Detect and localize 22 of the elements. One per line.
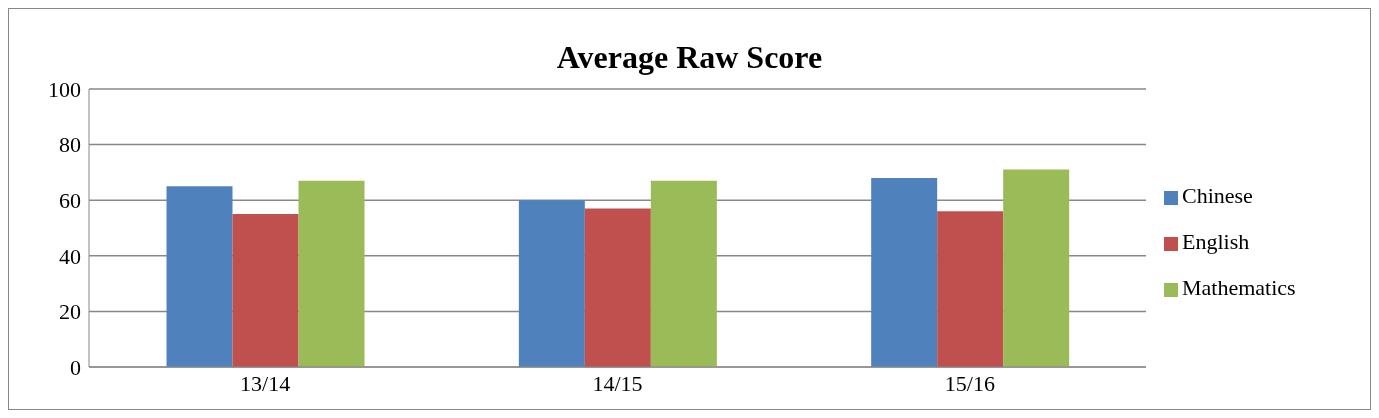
y-tick-label: 20 (59, 299, 81, 325)
legend-label: Mathematics (1182, 275, 1296, 300)
bar (518, 200, 585, 367)
bar (1003, 169, 1070, 367)
bar (166, 186, 233, 367)
y-tick-label: 80 (59, 132, 81, 158)
y-tick-label: 60 (59, 188, 81, 214)
bar (871, 177, 938, 367)
y-tick-label: 100 (48, 76, 81, 102)
legend-label: English (1182, 229, 1250, 254)
bar (298, 180, 365, 367)
x-tick-label: 15/16 (944, 370, 995, 396)
x-tick-label: 13/14 (240, 370, 291, 396)
bar (937, 211, 1004, 367)
chart-title: Average Raw Score (555, 38, 824, 77)
legend-label: Chinese (1182, 183, 1253, 208)
bar (584, 208, 651, 367)
bar (232, 214, 299, 367)
bar (650, 180, 717, 367)
y-tick-label: 0 (70, 354, 81, 380)
y-tick-label: 40 (59, 243, 81, 269)
x-tick-label: 14/15 (592, 370, 643, 396)
